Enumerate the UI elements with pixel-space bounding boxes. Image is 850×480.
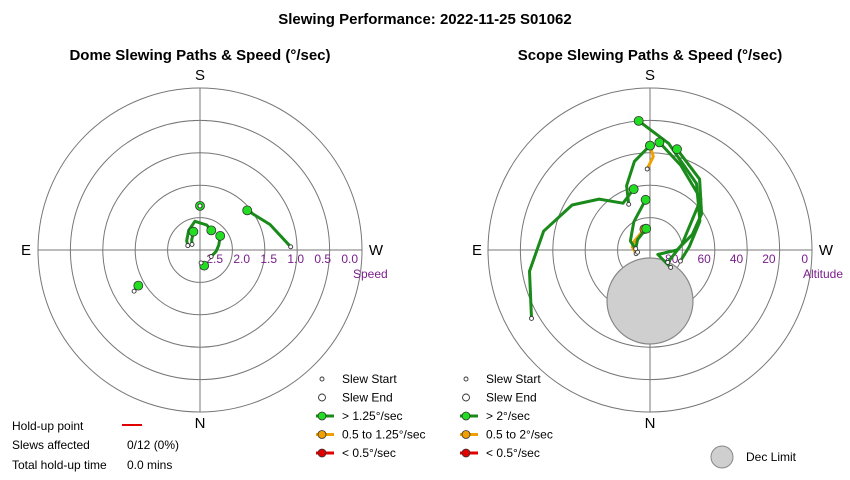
dome-slew-end-marker <box>198 260 204 266</box>
scope-slew-end-marker <box>626 201 632 207</box>
dome-slew-end-marker <box>131 288 137 294</box>
dome-slew-end-marker <box>189 241 195 247</box>
slews-affected-label: Slews affected <box>12 438 90 452</box>
scope-slew-start-marker <box>633 116 644 126</box>
scope-slew-start-marker <box>641 223 652 234</box>
scope-slew-start-marker <box>640 194 651 205</box>
dome-tick-label: 0.5 <box>314 252 331 266</box>
scope-slew-start-marker <box>645 140 655 151</box>
scope-slew-end-marker <box>644 166 650 172</box>
dome-legend: Slew Start Slew End > 1.25°/sec 0.5 to 1.25… <box>316 372 426 460</box>
scope-legend-end-symbol <box>462 393 470 402</box>
dome-slew-start-marker <box>133 280 144 291</box>
scope-tick-label: 20 <box>762 252 776 266</box>
scope-legend-label: > 2°/sec <box>486 409 530 423</box>
scope-radial-label: Altitude <box>803 267 843 281</box>
dome-slew-start-marker <box>206 225 217 236</box>
dome-legend-marker <box>317 448 327 458</box>
scope-legend-start-symbol <box>463 376 469 382</box>
scope-tick-label: 40 <box>730 252 744 266</box>
scope-cardinal-left: E <box>472 242 482 259</box>
dome-legend-marker <box>317 411 327 421</box>
scope-plot-title: Scope Slewing Paths & Speed (°/sec) <box>518 47 782 64</box>
dome-slew-end-marker <box>208 254 214 259</box>
dome-legend-marker <box>317 430 327 439</box>
dome-legend-end-symbol <box>318 393 326 402</box>
dome-legend-label: Slew End <box>342 391 393 405</box>
dome-slew-end-marker <box>288 244 294 250</box>
dec-limit-label: Dec Limit <box>746 450 797 464</box>
dec-limit-swatch <box>710 445 734 469</box>
figure-title: Slewing Performance: 2022-11-25 S01062 <box>278 11 572 28</box>
dome-legend-label: Slew Start <box>342 372 397 386</box>
dome-radial-label: Speed <box>353 267 388 281</box>
scope-legend-marker <box>461 411 471 421</box>
dec-limit-region <box>606 257 694 345</box>
dome-cardinal-top: S <box>195 67 205 84</box>
slews-affected-value: 0/12 (0%) <box>127 438 179 452</box>
scope-slew-end-marker <box>668 264 674 270</box>
dome-slew-path <box>245 208 293 249</box>
scope-slew-path <box>656 147 704 269</box>
scope-tick-labels: 80 60 40 20 0 <box>665 252 808 266</box>
scope-plot: Scope Slewing Paths & Speed (°/sec) S E … <box>472 47 843 432</box>
scope-legend-label: Slew Start <box>486 372 541 386</box>
dome-cardinal-left: E <box>21 242 31 259</box>
scope-tick-label: 0 <box>801 252 808 266</box>
dome-slew-end-marker <box>197 203 203 209</box>
scope-legend-label: < 0.5°/sec <box>486 446 540 460</box>
scope-slew-start-marker <box>628 184 639 195</box>
dome-cardinal-right: W <box>369 242 384 259</box>
scope-slew-end-marker <box>529 315 534 321</box>
scope-paths <box>528 116 704 321</box>
dome-paths <box>131 200 294 294</box>
dome-slew-start-marker <box>215 230 226 241</box>
scope-slew-start-marker <box>654 137 665 148</box>
total-holdup-value: 0.0 mins <box>127 458 172 472</box>
dome-slew-start-marker <box>188 226 199 237</box>
holdup-point-label: Hold-up point <box>12 419 84 433</box>
dome-slew-start-marker <box>242 205 253 216</box>
dome-plot: Dome Slewing Paths & Speed (°/sec) S E W… <box>21 47 388 432</box>
scope-legend-label: Slew End <box>486 391 537 405</box>
dome-tick-label: 1.0 <box>287 252 304 266</box>
scope-slew-path <box>628 198 648 254</box>
dome-legend-label: 0.5 to 1.25°/sec <box>342 428 426 442</box>
dome-legend-label: > 1.25°/sec <box>342 409 403 423</box>
scope-cardinal-right: W <box>819 242 834 259</box>
scope-slew-path <box>528 187 636 320</box>
dome-tick-label: 0.0 <box>341 252 358 266</box>
dome-cardinal-bottom: N <box>195 415 206 432</box>
holdup-panel: Hold-up point Slews affected 0/12 (0%) T… <box>12 419 179 472</box>
dome-slew-end-marker <box>185 243 191 249</box>
scope-legend-label: 0.5 to 2°/sec <box>486 428 553 442</box>
total-holdup-label: Total hold-up time <box>12 458 107 472</box>
dome-slew-path <box>185 219 213 248</box>
scope-cardinal-top: S <box>645 67 655 84</box>
scope-slew-start-marker <box>672 144 682 155</box>
scope-slew-end-marker <box>665 259 671 265</box>
dec-limit-legend: Dec Limit <box>710 445 797 469</box>
dome-tick-label: 2.0 <box>233 252 250 266</box>
scope-slew-path <box>657 140 703 264</box>
dome-legend-label: < 0.5°/sec <box>342 446 396 460</box>
dome-legend-start-symbol <box>319 376 325 382</box>
scope-cardinal-bottom: N <box>645 415 656 432</box>
dome-tick-labels: 2.5 2.0 1.5 1.0 0.5 0.0 <box>206 252 358 266</box>
dome-plot-title: Dome Slewing Paths & Speed (°/sec) <box>69 47 330 64</box>
scope-legend-marker <box>461 448 471 458</box>
dome-tick-label: 1.5 <box>260 252 277 266</box>
scope-slew-end-marker <box>677 258 683 264</box>
scope-legend: Slew Start Slew End > 2°/sec 0.5 to 2°/sec <… <box>460 372 553 460</box>
scope-tick-label: 60 <box>697 252 711 266</box>
scope-slew-end-marker <box>633 246 639 252</box>
scope-legend-marker <box>461 430 471 439</box>
